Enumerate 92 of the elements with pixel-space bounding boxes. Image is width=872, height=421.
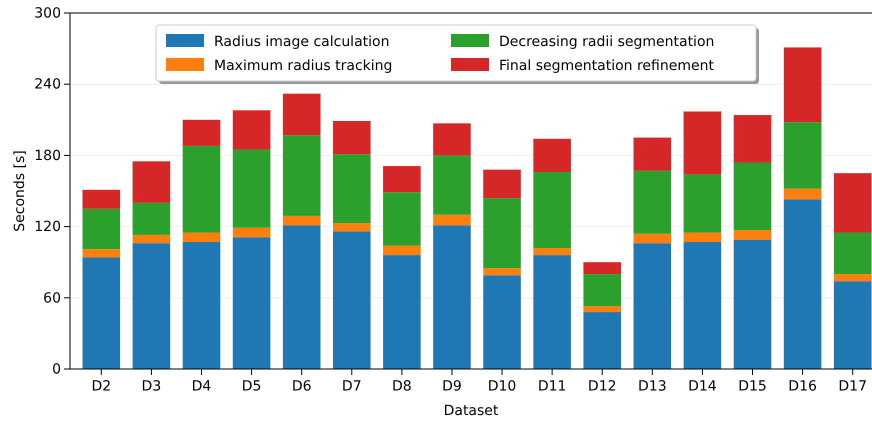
x-tick-label: D6 — [292, 378, 312, 395]
bar — [684, 242, 722, 369]
bar — [82, 257, 120, 369]
bar — [282, 216, 320, 226]
bar — [734, 240, 772, 369]
legend-label: Maximum radius tracking — [214, 58, 392, 74]
bar — [684, 232, 722, 242]
legend-label: Decreasing radii segmentation — [499, 34, 714, 50]
x-tick-label: D3 — [142, 378, 162, 395]
bar — [634, 138, 672, 171]
y-tick-label: 0 — [52, 361, 61, 378]
bar — [132, 161, 170, 203]
bar — [182, 120, 220, 146]
bar — [132, 234, 170, 244]
y-axis-title: Seconds [s] — [12, 150, 28, 232]
bar — [533, 138, 571, 172]
bar — [684, 111, 722, 174]
bar — [784, 122, 822, 189]
x-tick-label: D8 — [392, 378, 412, 395]
bar — [734, 162, 772, 230]
bar — [232, 149, 270, 228]
x-tick-label: D15 — [738, 378, 767, 395]
bar — [834, 274, 872, 282]
bar — [734, 230, 772, 240]
bar — [82, 190, 120, 209]
bar — [433, 214, 471, 226]
y-tick-label: 300 — [34, 5, 61, 22]
bar — [132, 243, 170, 369]
bar — [232, 110, 270, 150]
x-tick-label: D14 — [688, 378, 717, 395]
bar — [433, 155, 471, 215]
x-tick-label: D12 — [588, 378, 617, 395]
bar — [383, 192, 421, 246]
bar — [433, 123, 471, 156]
bar — [483, 170, 521, 198]
bar — [634, 170, 672, 234]
bar — [232, 228, 270, 238]
bar — [533, 172, 571, 248]
bar — [182, 146, 220, 233]
bar — [132, 202, 170, 235]
bar — [82, 208, 120, 250]
bar — [834, 281, 872, 369]
bar — [282, 225, 320, 369]
x-tick-label: D5 — [242, 378, 262, 395]
x-tick-label: D13 — [638, 378, 667, 395]
bar — [282, 94, 320, 136]
bar — [634, 234, 672, 244]
bar — [734, 115, 772, 163]
bar — [182, 232, 220, 242]
x-tick-label: D2 — [91, 378, 112, 395]
bar — [82, 249, 120, 258]
bar — [383, 166, 421, 192]
bar — [784, 199, 822, 369]
y-tick-label: 60 — [43, 290, 61, 306]
bar — [332, 231, 371, 369]
y-tick-label: 240 — [34, 76, 61, 93]
bar — [332, 154, 371, 224]
legend-label: Final segmentation refinement — [499, 58, 714, 74]
bar — [634, 243, 672, 369]
bar — [483, 275, 521, 369]
x-tick-label: D9 — [442, 378, 462, 395]
x-tick-label: D16 — [788, 378, 817, 395]
bar — [232, 237, 270, 369]
bar — [583, 274, 622, 306]
x-tick-label: D10 — [488, 378, 516, 395]
bar — [433, 225, 471, 369]
bar — [533, 248, 571, 256]
bar — [383, 255, 421, 369]
legend-label: Radius image calculation — [214, 34, 390, 50]
bar — [332, 120, 371, 154]
bar — [533, 255, 571, 369]
y-tick-label: 180 — [34, 148, 61, 164]
x-tick-label: D11 — [538, 378, 566, 395]
x-tick-label: D7 — [342, 378, 362, 395]
x-tick-label: D17 — [838, 378, 867, 395]
bar — [784, 188, 822, 200]
bar — [784, 47, 822, 122]
y-tick-label: 120 — [34, 219, 61, 236]
x-axis-title: Dataset — [444, 403, 499, 419]
x-tick-label: D4 — [192, 378, 212, 395]
bar — [583, 312, 622, 369]
bar — [383, 246, 421, 256]
bar — [583, 262, 622, 274]
bar — [483, 198, 521, 268]
bar — [282, 135, 320, 216]
bar — [684, 174, 722, 233]
bar — [182, 242, 220, 369]
bar — [583, 306, 622, 312]
bar — [834, 173, 872, 233]
bar — [332, 223, 371, 232]
bar — [483, 268, 521, 276]
bar — [834, 232, 872, 274]
